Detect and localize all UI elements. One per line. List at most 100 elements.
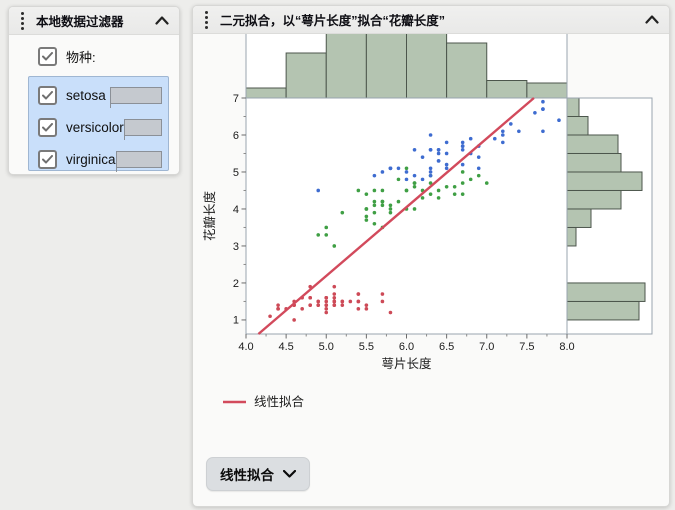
virginica-count-bar[interactable] — [115, 150, 162, 172]
scatter-point-virginica[interactable] — [404, 177, 409, 182]
scatter-point-virginica[interactable] — [388, 166, 393, 171]
scatter-point-setosa[interactable] — [380, 299, 385, 304]
x-histogram-bar[interactable] — [406, 34, 448, 99]
scatter-point-virginica[interactable] — [444, 151, 449, 156]
y-histogram-bar[interactable] — [566, 152, 622, 173]
y-histogram-bar[interactable] — [566, 189, 622, 210]
scatter-point-virginica[interactable] — [412, 147, 417, 152]
scatter-point-versicolor[interactable] — [468, 177, 473, 182]
scatter-point-versicolor[interactable] — [412, 181, 417, 185]
scatter-point-versicolor[interactable] — [460, 170, 465, 174]
grip-menu-icon[interactable] — [21, 11, 24, 30]
scatter-point-setosa[interactable] — [316, 299, 321, 304]
scatter-point-versicolor[interactable] — [476, 173, 481, 178]
scatter-point-virginica[interactable] — [541, 107, 545, 111]
scatter-point-virginica[interactable] — [501, 133, 505, 137]
x-histogram-bar[interactable] — [245, 87, 287, 99]
scatter-point-virginica[interactable] — [557, 118, 561, 122]
scatter-point-versicolor[interactable] — [428, 181, 433, 185]
bivariate-plot[interactable]: 4.0 4.5 5.0 5.5 6.0 6.5 7.0 7.5 8.0 1 2 3 4 5 6 7 萼片长度 花瓣… — [193, 34, 669, 454]
y-histogram-bar[interactable] — [566, 300, 640, 321]
scatter-point-virginica[interactable] — [476, 166, 481, 171]
setosa-count-bar[interactable] — [110, 86, 162, 108]
scatter-point-versicolor[interactable] — [420, 196, 425, 200]
versicolor-checkbox[interactable] — [38, 117, 57, 137]
scatter-point-virginica[interactable] — [412, 173, 417, 178]
scatter-point-versicolor[interactable] — [364, 207, 369, 211]
scatter-point-versicolor[interactable] — [356, 188, 361, 193]
scatter-point-versicolor[interactable] — [324, 233, 329, 237]
scatter-point-setosa[interactable] — [388, 310, 393, 315]
scatter-point-versicolor[interactable] — [364, 192, 369, 196]
scatter-point-versicolor[interactable] — [372, 210, 377, 215]
scatter-point-virginica[interactable] — [468, 136, 473, 141]
scatter-point-virginica[interactable] — [444, 162, 449, 167]
scatter-point-virginica[interactable] — [428, 170, 433, 174]
scatter-point-versicolor[interactable] — [412, 184, 417, 189]
scatter-point-virginica[interactable] — [517, 129, 521, 134]
scatter-point-virginica[interactable] — [501, 129, 505, 134]
scatter-point-setosa[interactable] — [332, 303, 337, 307]
scatter-point-setosa[interactable] — [324, 310, 329, 315]
scatter-point-versicolor[interactable] — [372, 199, 377, 204]
scatter-point-versicolor[interactable] — [372, 188, 377, 193]
x-histogram-bar[interactable] — [486, 80, 528, 99]
scatter-point-versicolor[interactable] — [332, 244, 337, 248]
scatter-point-virginica[interactable] — [372, 173, 377, 178]
scatter-point-setosa[interactable] — [332, 295, 337, 300]
scatter-point-setosa[interactable] — [292, 318, 296, 322]
scatter-point-virginica[interactable] — [380, 170, 385, 174]
scatter-point-virginica[interactable] — [460, 144, 465, 148]
y-histogram-bar[interactable] — [566, 134, 619, 154]
linear-fit-menu-button[interactable]: 线性拟合 — [206, 457, 310, 491]
scatter-point-virginica[interactable] — [460, 147, 465, 152]
scatter-point-versicolor[interactable] — [484, 181, 489, 185]
scatter-point-virginica[interactable] — [428, 166, 433, 171]
scatter-point-virginica[interactable] — [541, 99, 545, 104]
scatter-point-versicolor[interactable] — [404, 166, 409, 171]
scatter-point-virginica[interactable] — [420, 177, 425, 182]
scatter-point-versicolor[interactable] — [452, 184, 457, 189]
y-histogram-bar[interactable] — [566, 115, 589, 136]
scatter-point-versicolor[interactable] — [444, 184, 449, 189]
scatter-point-virginica[interactable] — [509, 122, 513, 126]
scatter-point-versicolor[interactable] — [380, 188, 385, 193]
collapse-chevron-icon[interactable] — [155, 16, 169, 25]
scatter-point-setosa[interactable] — [332, 284, 337, 289]
scatter-point-virginica[interactable] — [428, 147, 433, 152]
grip-menu-icon[interactable] — [205, 10, 208, 29]
scatter-point-versicolor[interactable] — [372, 203, 377, 208]
scatter-point-versicolor[interactable] — [436, 188, 441, 193]
scatter-point-virginica[interactable] — [316, 188, 321, 193]
scatter-point-virginica[interactable] — [460, 162, 465, 167]
scatter-point-virginica[interactable] — [428, 133, 433, 137]
x-histogram-bar[interactable] — [325, 34, 367, 99]
scatter-point-setosa[interactable] — [348, 299, 353, 304]
scatter-point-versicolor[interactable] — [388, 207, 393, 211]
scatter-point-virginica[interactable] — [501, 140, 505, 145]
scatter-point-setosa[interactable] — [356, 292, 361, 296]
scatter-point-setosa[interactable] — [276, 307, 280, 311]
scatter-point-setosa[interactable] — [324, 295, 329, 300]
scatter-point-setosa[interactable] — [308, 303, 312, 307]
scatter-point-versicolor[interactable] — [340, 210, 345, 215]
scatter-point-versicolor[interactable] — [460, 181, 465, 185]
scatter-point-versicolor[interactable] — [428, 192, 433, 196]
scatter-point-versicolor[interactable] — [372, 221, 377, 226]
scatter-point-virginica[interactable] — [404, 170, 409, 174]
y-histogram-bar[interactable] — [566, 282, 646, 302]
scatter-point-virginica[interactable] — [460, 140, 465, 145]
species-checkbox[interactable] — [38, 46, 57, 66]
scatter-point-versicolor[interactable] — [412, 207, 417, 211]
scatter-point-versicolor[interactable] — [380, 199, 385, 204]
scatter-point-setosa[interactable] — [324, 303, 329, 307]
scatter-point-virginica[interactable] — [533, 110, 537, 115]
scatter-point-versicolor[interactable] — [364, 218, 369, 222]
scatter-point-versicolor[interactable] — [460, 192, 465, 196]
scatter-point-versicolor[interactable] — [380, 203, 385, 208]
y-histogram-bar[interactable] — [566, 171, 643, 191]
scatter-point-virginica[interactable] — [436, 151, 441, 156]
scatter-point-setosa[interactable] — [356, 307, 361, 311]
scatter-point-virginica[interactable] — [444, 166, 449, 171]
scatter-point-virginica[interactable] — [420, 155, 425, 159]
